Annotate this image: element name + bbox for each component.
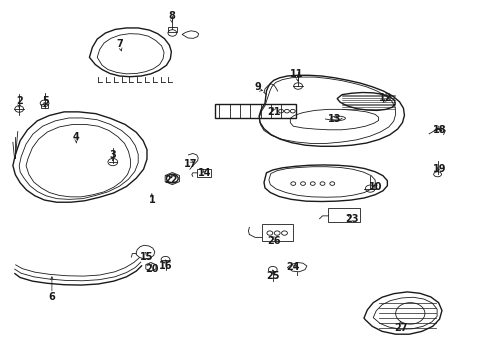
- Text: 6: 6: [48, 292, 55, 302]
- Text: 7: 7: [117, 39, 123, 49]
- Text: 17: 17: [184, 159, 197, 169]
- Text: 23: 23: [345, 215, 358, 224]
- Text: 27: 27: [393, 323, 407, 333]
- Bar: [328, 208, 359, 222]
- Text: 14: 14: [197, 168, 211, 178]
- Text: 16: 16: [159, 261, 172, 271]
- Text: 22: 22: [164, 175, 178, 185]
- Text: 25: 25: [265, 271, 279, 281]
- Text: 8: 8: [167, 11, 174, 21]
- Text: 15: 15: [140, 252, 153, 262]
- Text: 5: 5: [42, 96, 49, 106]
- Text: 20: 20: [145, 264, 158, 274]
- Text: 13: 13: [327, 114, 341, 124]
- Text: 4: 4: [73, 132, 80, 142]
- Bar: [215, 104, 295, 118]
- Text: 19: 19: [432, 164, 446, 174]
- Text: 2: 2: [16, 96, 22, 106]
- Text: 24: 24: [286, 262, 300, 272]
- Bar: [167, 27, 176, 32]
- Text: 10: 10: [368, 182, 382, 192]
- Text: 9: 9: [254, 82, 261, 92]
- Text: 18: 18: [432, 125, 446, 135]
- Text: 12: 12: [378, 93, 392, 103]
- Text: 26: 26: [266, 236, 280, 246]
- Text: 11: 11: [290, 69, 303, 79]
- Bar: [41, 104, 48, 108]
- Text: 3: 3: [109, 150, 116, 160]
- Text: 1: 1: [148, 195, 155, 205]
- Bar: [261, 224, 293, 241]
- Text: 21: 21: [266, 107, 280, 117]
